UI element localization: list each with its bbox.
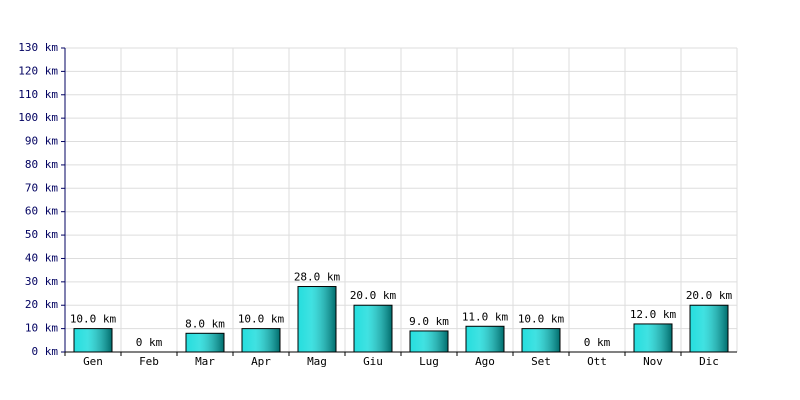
bar bbox=[689, 304, 729, 353]
x-tick-label: Mar bbox=[195, 355, 215, 368]
bar-shade bbox=[465, 325, 505, 353]
y-tick-label: 10 km bbox=[25, 322, 58, 335]
y-tick-label: 20 km bbox=[25, 298, 58, 311]
bar-shade bbox=[521, 328, 561, 353]
x-tick-label: Ott bbox=[587, 355, 607, 368]
x-tick-label: Gen bbox=[83, 355, 103, 368]
x-tick-label: Apr bbox=[251, 355, 271, 368]
y-tick-label: 50 km bbox=[25, 228, 58, 241]
x-tick-label: Giu bbox=[363, 355, 383, 368]
bar bbox=[465, 325, 505, 353]
x-tick-label: Ago bbox=[475, 355, 495, 368]
bar bbox=[409, 330, 449, 353]
bar bbox=[521, 328, 561, 353]
y-tick-label: 100 km bbox=[18, 111, 58, 124]
bar bbox=[241, 328, 281, 353]
bar-shade bbox=[633, 323, 673, 353]
x-tick-label: Mag bbox=[307, 355, 327, 368]
value-label: 0 km bbox=[584, 336, 611, 349]
y-tick-label: 30 km bbox=[25, 275, 58, 288]
value-label: 20.0 km bbox=[686, 289, 733, 302]
value-label: 20.0 km bbox=[350, 289, 397, 302]
bar-shade bbox=[297, 286, 337, 353]
bar-shade bbox=[689, 304, 729, 353]
bar bbox=[353, 304, 393, 353]
y-tick-label: 130 km bbox=[18, 41, 58, 54]
value-label: 0 km bbox=[136, 336, 163, 349]
bar-shade bbox=[241, 328, 281, 353]
bar-shade bbox=[185, 332, 225, 353]
value-label: 9.0 km bbox=[409, 315, 449, 328]
bar bbox=[297, 286, 337, 353]
y-tick-label: 80 km bbox=[25, 158, 58, 171]
value-label: 10.0 km bbox=[70, 313, 117, 326]
x-tick-label: Nov bbox=[643, 355, 663, 368]
value-label: 10.0 km bbox=[518, 313, 565, 326]
bar-shade bbox=[409, 330, 449, 353]
bar-shade bbox=[353, 304, 393, 353]
y-tick-label: 60 km bbox=[25, 205, 58, 218]
grid bbox=[64, 47, 738, 353]
bar bbox=[185, 332, 225, 353]
bar bbox=[73, 328, 113, 353]
y-tick-label: 90 km bbox=[25, 135, 58, 148]
y-tick-label: 120 km bbox=[18, 64, 58, 77]
y-tick-label: 70 km bbox=[25, 181, 58, 194]
value-label: 28.0 km bbox=[294, 271, 341, 284]
y-tick-label: 110 km bbox=[18, 88, 58, 101]
y-tick-label: 0 km bbox=[32, 345, 59, 358]
value-label: 10.0 km bbox=[238, 313, 285, 326]
x-tick-label: Lug bbox=[419, 355, 439, 368]
x-tick-label: Feb bbox=[139, 355, 159, 368]
x-tick-label: Dic bbox=[699, 355, 719, 368]
bar-shade bbox=[73, 328, 113, 353]
value-label: 11.0 km bbox=[462, 310, 509, 323]
y-tick-label: 40 km bbox=[25, 251, 58, 264]
value-label: 12.0 km bbox=[630, 308, 677, 321]
value-label: 8.0 km bbox=[185, 317, 225, 330]
x-tick-label: Set bbox=[531, 355, 551, 368]
bar bbox=[633, 323, 673, 353]
